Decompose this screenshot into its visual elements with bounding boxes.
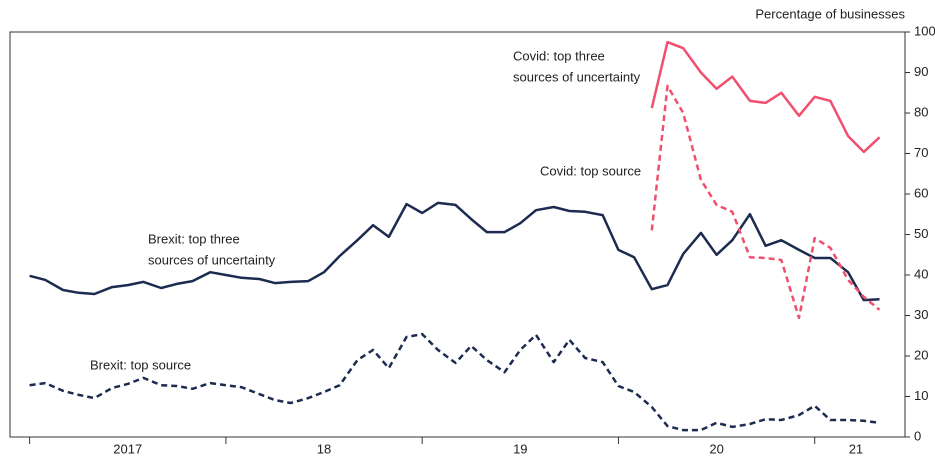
y-tick-label: 10 — [914, 388, 928, 403]
y-tick-label: 60 — [914, 185, 928, 200]
y-tick-label: 0 — [914, 428, 921, 443]
annotation: Brexit: top three — [148, 231, 240, 246]
y-tick-label: 100 — [914, 23, 935, 38]
series-line — [29, 201, 880, 302]
x-tick-label: 2017 — [113, 441, 142, 456]
series-line — [650, 84, 881, 320]
x-tick-label: 18 — [317, 441, 331, 456]
series-line — [650, 40, 881, 154]
x-tick-label: 21 — [849, 441, 863, 456]
y-tick-label: 70 — [914, 145, 928, 160]
y-axis-title: Percentage of businesses — [755, 6, 905, 21]
x-tick-label: 20 — [709, 441, 723, 456]
y-tick-label: 50 — [914, 226, 928, 241]
series-line — [29, 332, 880, 432]
y-tick-label: 20 — [914, 347, 928, 362]
plot-frame — [9, 31, 906, 438]
annotation: sources of uncertainty — [513, 69, 641, 84]
y-tick-label: 80 — [914, 104, 928, 119]
annotation: Covid: top source — [540, 163, 641, 178]
annotation: Covid: top three — [513, 48, 605, 63]
annotation: sources of uncertainty — [148, 252, 276, 267]
x-tick-label: 19 — [513, 441, 527, 456]
y-tick-label: 90 — [914, 64, 928, 79]
y-tick-label: 30 — [914, 307, 928, 322]
y-tick-label: 40 — [914, 266, 928, 281]
annotation: Brexit: top source — [90, 357, 191, 372]
